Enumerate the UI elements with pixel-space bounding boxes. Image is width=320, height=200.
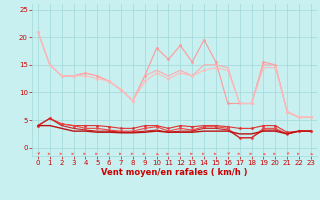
X-axis label: Vent moyen/en rafales ( km/h ): Vent moyen/en rafales ( km/h ) (101, 168, 248, 177)
